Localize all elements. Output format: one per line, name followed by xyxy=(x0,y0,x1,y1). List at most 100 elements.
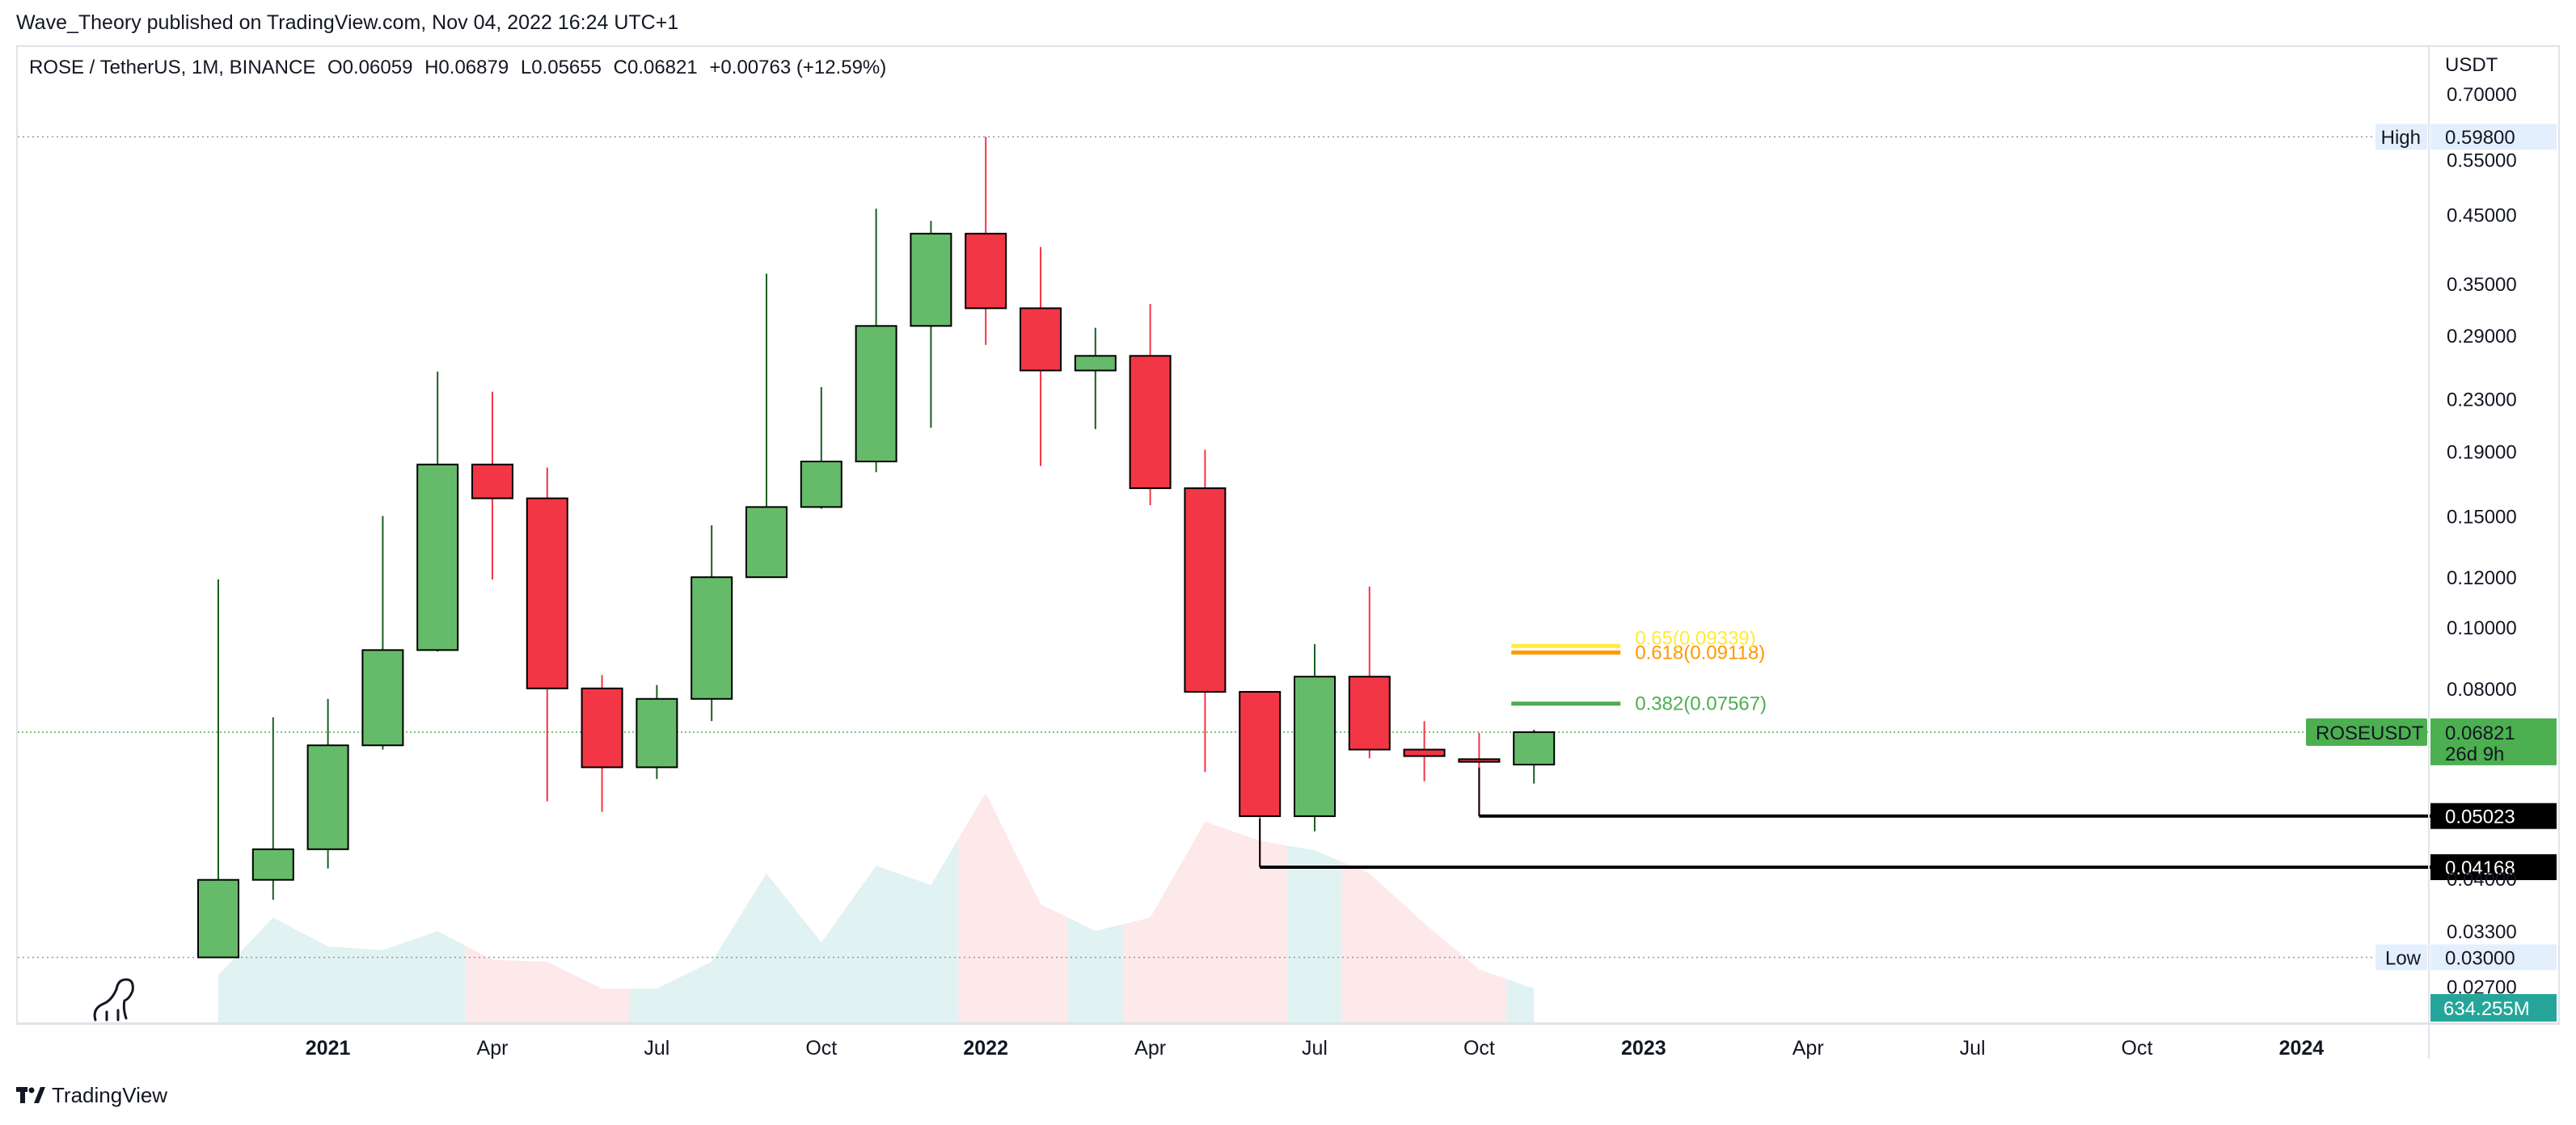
current-price-label-bg xyxy=(2430,718,2557,765)
price-axis-label-low: 0.03000 xyxy=(2445,948,2515,970)
price-axis-tick: 0.04000 xyxy=(2447,869,2517,891)
candle-body xyxy=(1348,676,1391,751)
time-axis-tick: 2022 xyxy=(963,1037,1008,1060)
volume-segment xyxy=(1122,870,1178,1023)
volume-segment xyxy=(355,940,411,1023)
volume-segment xyxy=(218,946,246,1023)
volume-segment xyxy=(793,904,849,1023)
candle-body xyxy=(1184,487,1227,693)
volume-segment xyxy=(958,793,1014,1023)
volume-segment xyxy=(1013,848,1068,1023)
symbol-tag-bg xyxy=(2306,718,2427,746)
fib-level-label: 0.382(0.07567) xyxy=(1635,693,1767,715)
volume-segment xyxy=(684,917,740,1023)
time-axis-tick: 2024 xyxy=(2279,1037,2325,1060)
volume-segment xyxy=(574,975,630,1023)
close-value: C0.06821 xyxy=(613,57,698,78)
volume-segment xyxy=(739,873,794,1023)
candle-body xyxy=(1513,731,1556,766)
candle-body xyxy=(526,497,568,689)
price-axis-tick: 0.02700 xyxy=(2447,976,2517,998)
volume-segment xyxy=(1341,862,1397,1023)
volume-segment xyxy=(1506,979,1535,1023)
volume-layer xyxy=(218,793,1535,1023)
volume-segment xyxy=(245,917,301,1023)
volume-segment xyxy=(1396,898,1452,1023)
candle-body xyxy=(745,506,788,579)
time-axis-tick: Jul xyxy=(1302,1037,1328,1060)
price-axis-tick: 0.10000 xyxy=(2447,617,2517,639)
symbol-legend: ROSE / TetherUS, 1M, BINANCE O0.06059 H0… xyxy=(29,57,893,79)
change-value: +0.00763 (+12.59%) xyxy=(709,57,887,78)
high-value: H0.06879 xyxy=(424,57,509,78)
candle-body xyxy=(306,744,349,850)
volume-segment xyxy=(519,960,575,1023)
fib-level-label: 0.618(0.09118) xyxy=(1635,642,1765,664)
candle-body xyxy=(1294,676,1336,817)
dinosaur-icon xyxy=(93,978,134,1022)
candle-body xyxy=(361,649,404,747)
reference-label-high: High xyxy=(2381,127,2421,149)
volume-segment xyxy=(300,932,356,1023)
low-value: L0.05655 xyxy=(520,57,602,78)
price-axis-tick: 0.03300 xyxy=(2447,921,2517,943)
time-axis-tick: Oct xyxy=(805,1037,837,1060)
support-price-label: 0.04168 xyxy=(2445,857,2515,879)
price-axis-tick: 0.35000 xyxy=(2447,274,2517,296)
candle-body xyxy=(1074,355,1117,372)
brand-name: TradingView xyxy=(52,1083,168,1107)
time-axis-tick: 2021 xyxy=(306,1037,351,1060)
price-axis-tick: 0.15000 xyxy=(2447,506,2517,528)
candle-body xyxy=(1239,691,1282,817)
time-axis-tick: Apr xyxy=(1134,1037,1166,1060)
current-price-label: 0.06821 xyxy=(2445,723,2515,744)
volume-segment xyxy=(629,975,685,1023)
open-value: O0.06059 xyxy=(327,57,413,78)
candles-layer xyxy=(197,137,1556,959)
candle-body xyxy=(1020,307,1062,372)
price-axis-tick: 0.12000 xyxy=(2447,567,2517,589)
candle-body xyxy=(416,463,459,651)
price-axis-label-high-bg xyxy=(2430,124,2557,150)
volume-segment xyxy=(410,931,466,1023)
price-axis-tick: 0.08000 xyxy=(2447,679,2517,701)
symbol-title[interactable]: ROSE / TetherUS, 1M, BINANCE xyxy=(29,57,316,78)
time-axis-tick: Jul xyxy=(644,1037,669,1060)
price-axis-label-low-bg xyxy=(2430,944,2557,971)
time-axis-tick: Oct xyxy=(1463,1037,1495,1060)
volume-label: 634.255M xyxy=(2443,998,2530,1020)
candle-body xyxy=(910,233,952,327)
time-axis-tick: Apr xyxy=(477,1037,509,1060)
price-axis-tick: 0.45000 xyxy=(2447,205,2517,227)
fib-level-label: 0.65(0.09339) xyxy=(1635,627,1755,649)
volume-segment xyxy=(848,866,904,1023)
price-axis-tick: 0.23000 xyxy=(2447,389,2517,411)
volume-segment xyxy=(1232,831,1288,1023)
reference-label-bg xyxy=(2375,124,2427,150)
reference-label-low: Low xyxy=(2385,948,2422,970)
volume-segment xyxy=(1067,917,1123,1023)
volume-segment xyxy=(465,945,520,1023)
candle-body xyxy=(690,576,733,700)
volume-segment xyxy=(903,839,959,1023)
candle-body xyxy=(581,687,623,769)
candle-body xyxy=(855,325,897,463)
candle-body xyxy=(1403,748,1446,757)
price-axis-tick: 0.70000 xyxy=(2447,84,2517,106)
candle-body xyxy=(965,233,1007,310)
countdown-label: 26d 9h xyxy=(2445,744,2504,765)
price-axis-unit: USDT xyxy=(2445,54,2498,76)
annotations-layer: High Low 0.382(0.07567) 0.618(0.09118)0.65(… xyxy=(93,124,2557,1022)
volume-segment xyxy=(1451,946,1507,1023)
tradingview-brand[interactable]: TradingView xyxy=(16,1083,167,1108)
support-price-label-bg xyxy=(2430,854,2557,881)
time-axis-tick: Jul xyxy=(1960,1037,1986,1060)
publisher-attribution: Wave_Theory published on TradingView.com… xyxy=(16,11,679,34)
candle-body xyxy=(1458,758,1501,763)
price-axis-tick: 0.29000 xyxy=(2447,326,2517,348)
tradingview-logo-icon xyxy=(16,1086,45,1103)
candle-body xyxy=(251,848,294,881)
candle-body xyxy=(197,879,239,959)
price-axis-tick: 0.55000 xyxy=(2447,150,2517,172)
